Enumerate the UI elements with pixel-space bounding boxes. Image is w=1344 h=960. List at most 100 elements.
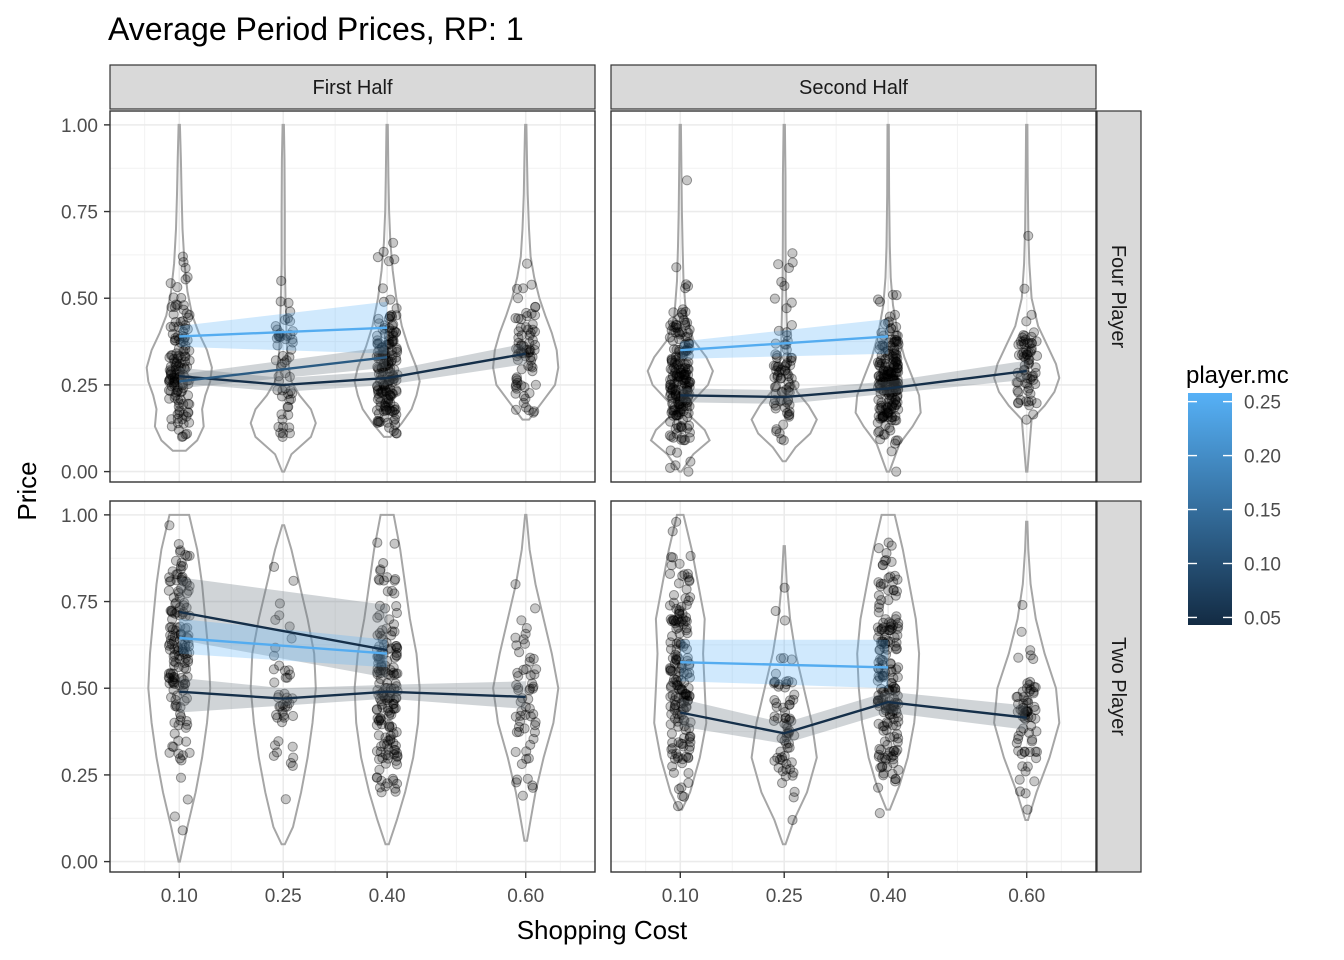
data-point	[268, 664, 279, 675]
data-point	[682, 397, 693, 408]
data-point	[282, 672, 293, 683]
data-point	[1018, 336, 1029, 347]
data-point	[776, 434, 787, 445]
data-point	[880, 614, 891, 625]
data-point	[383, 330, 395, 342]
data-point	[180, 262, 191, 274]
data-point	[386, 354, 398, 366]
data-point	[671, 371, 682, 382]
data-point	[667, 384, 678, 395]
data-point	[671, 748, 682, 759]
data-point	[875, 340, 886, 351]
data-point	[181, 576, 192, 587]
data-point	[887, 371, 899, 382]
data-point	[683, 338, 695, 349]
data-point	[1017, 599, 1028, 611]
data-point	[683, 378, 695, 389]
fit-line	[680, 335, 889, 352]
data-point	[678, 435, 689, 446]
data-point	[883, 407, 894, 418]
data-point	[889, 570, 901, 581]
data-point	[683, 466, 694, 477]
data-point	[886, 390, 898, 401]
data-point	[891, 415, 902, 426]
legend-title: player.mc	[1186, 362, 1289, 389]
data-point	[372, 338, 383, 349]
data-point	[387, 334, 398, 345]
data-point	[873, 371, 884, 382]
data-point	[171, 701, 182, 712]
data-point	[666, 357, 678, 368]
data-point	[273, 736, 284, 747]
data-point	[181, 648, 193, 659]
data-point	[674, 327, 685, 338]
data-point	[1026, 338, 1037, 349]
data-point	[876, 623, 887, 634]
data-point	[680, 367, 692, 378]
data-point	[889, 438, 901, 449]
data-point	[269, 677, 280, 688]
data-point	[275, 427, 286, 438]
data-point	[173, 401, 184, 412]
data-point	[673, 399, 684, 410]
x-axis: 0.10 0.25 0.40 0.60	[161, 872, 544, 907]
data-point	[667, 335, 679, 346]
data-point	[164, 376, 175, 387]
data-point	[880, 318, 891, 329]
data-point	[179, 678, 190, 690]
data-point	[389, 404, 400, 416]
data-point	[167, 624, 178, 635]
data-point	[372, 252, 383, 263]
data-point	[175, 560, 187, 572]
data-point	[524, 337, 535, 348]
data-point	[387, 405, 398, 417]
data-point	[1021, 345, 1032, 357]
data-point	[180, 642, 191, 653]
data-point	[271, 709, 282, 721]
data-point	[171, 368, 182, 379]
data-point	[279, 357, 290, 368]
data-point	[892, 374, 903, 385]
y-tick-label: 0.50	[61, 679, 98, 700]
data-point	[527, 324, 538, 335]
data-point	[388, 415, 399, 426]
data-point	[682, 317, 693, 328]
data-point	[379, 738, 390, 750]
data-point	[683, 420, 695, 431]
data-point	[383, 256, 395, 267]
data-point	[175, 337, 186, 348]
data-point	[1016, 626, 1027, 637]
data-point	[380, 385, 392, 397]
data-point	[770, 349, 781, 360]
data-point	[673, 376, 684, 387]
data-point	[665, 637, 676, 648]
data-point	[665, 382, 676, 393]
data-point	[178, 679, 189, 690]
data-point	[665, 374, 676, 385]
data-point	[169, 392, 180, 403]
data-point	[181, 716, 192, 727]
data-point	[372, 416, 383, 427]
data-point	[892, 363, 903, 374]
fit-line	[179, 326, 388, 338]
data-point	[177, 414, 188, 425]
data-point	[174, 680, 185, 691]
data-point	[785, 352, 797, 363]
data-point	[1022, 337, 1033, 348]
data-point	[882, 350, 894, 361]
data-point	[880, 354, 891, 365]
data-point	[527, 366, 538, 377]
data-point	[889, 375, 901, 386]
data-point	[280, 672, 291, 683]
data-point	[1023, 230, 1034, 241]
data-point	[511, 283, 523, 294]
data-point	[684, 382, 695, 393]
data-point	[180, 351, 191, 362]
data-point	[166, 350, 177, 361]
data-point	[874, 403, 885, 414]
legend: player.mc 0.25 0.20 0.15 0.10 0.05	[1186, 362, 1289, 629]
data-point	[684, 576, 695, 587]
data-point	[383, 338, 394, 349]
data-point	[172, 300, 183, 311]
data-point	[390, 786, 401, 797]
